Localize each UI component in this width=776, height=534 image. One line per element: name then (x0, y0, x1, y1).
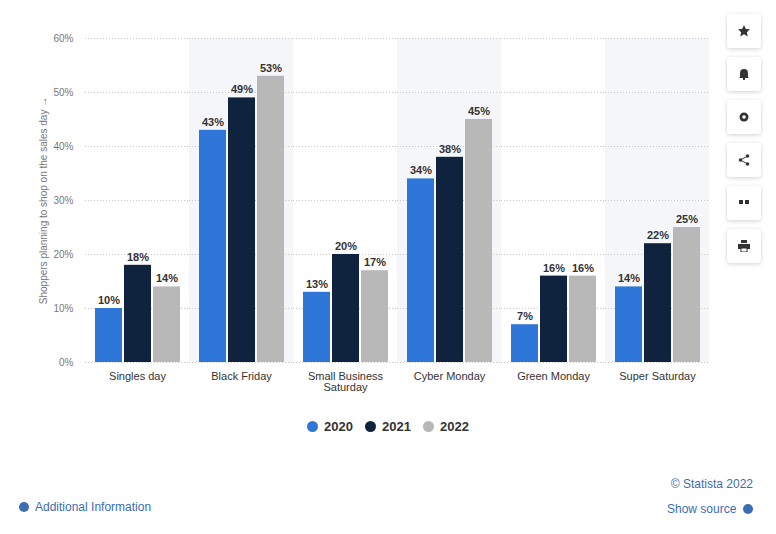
svg-text:16%: 16% (543, 262, 565, 274)
svg-text:10%: 10% (98, 294, 120, 306)
svg-text:34%: 34% (410, 164, 432, 176)
svg-text:Cyber Monday: Cyber Monday (414, 370, 486, 382)
svg-text:43%: 43% (202, 116, 224, 128)
svg-text:14%: 14% (618, 272, 640, 284)
svg-text:20%: 20% (335, 240, 357, 252)
svg-text:17%: 17% (364, 256, 386, 268)
html-text:© Statista 2022: © Statista 2022 (670, 477, 753, 491)
svg-text:30%: 30% (53, 195, 73, 206)
html-text:Additional Information: Additional Information (29, 500, 152, 514)
svg-text:Singles day: Singles day (109, 370, 166, 382)
svg-text:25%: 25% (676, 213, 698, 225)
svg-text:50%: 50% (53, 87, 73, 98)
svg-text:38%: 38% (439, 143, 461, 155)
svg-text:10%: 10% (53, 303, 73, 314)
svg-text:53%: 53% (260, 62, 282, 74)
svg-text:49%: 49% (231, 83, 253, 95)
svg-text:0%: 0% (59, 357, 74, 368)
svg-text:Super Saturday: Super Saturday (619, 370, 696, 382)
svg-text:45%: 45% (468, 105, 490, 117)
svg-text:22%: 22% (647, 229, 669, 241)
svg-text:7%: 7% (517, 310, 533, 322)
svg-text:Black Friday: Black Friday (211, 370, 272, 382)
svg-text:20%: 20% (53, 249, 73, 260)
svg-text:Green Monday: Green Monday (517, 370, 590, 382)
html-text:2021: 2021 (382, 419, 411, 434)
svg-text:Shoppers planning to shop on t: Shoppers planning to shop on the sales d… (38, 97, 49, 304)
html-text:2022: 2022 (440, 419, 469, 434)
html-text:2020: 2020 (324, 419, 353, 434)
svg-text:14%: 14% (156, 272, 178, 284)
html-text:Show source: Show source (667, 502, 743, 516)
svg-text:18%: 18% (127, 251, 149, 263)
svg-text:16%: 16% (572, 262, 594, 274)
svg-text:13%: 13% (306, 278, 328, 290)
svg-text:60%: 60% (53, 33, 73, 44)
svg-text:Small BusinessSaturday: Small BusinessSaturday (308, 370, 384, 393)
svg-text:40%: 40% (53, 141, 73, 152)
